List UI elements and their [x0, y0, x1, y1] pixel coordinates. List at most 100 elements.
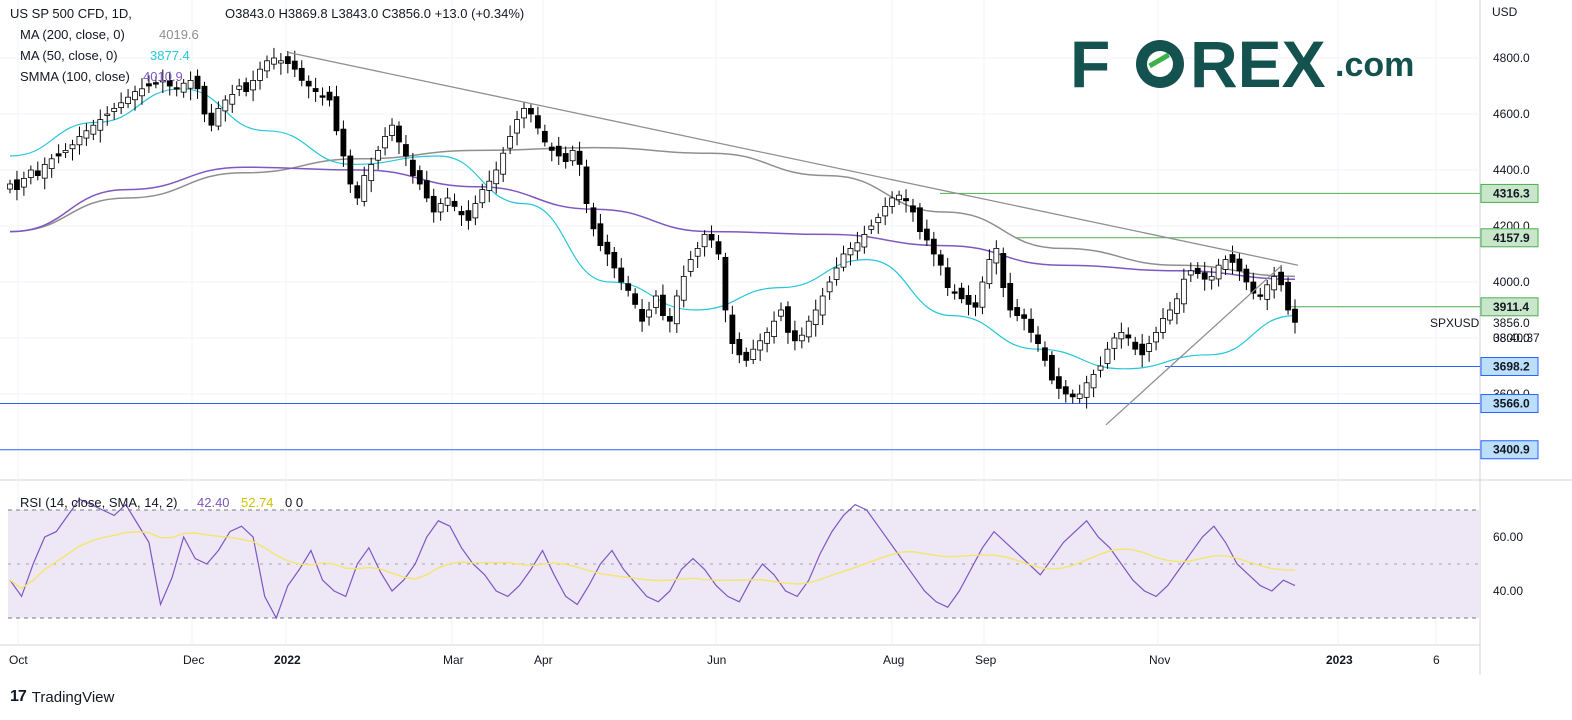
candle-body — [409, 159, 416, 176]
time-tick-label: 2022 — [274, 653, 301, 667]
candle-body — [1194, 267, 1201, 274]
candle-body — [923, 228, 930, 241]
ma50-value: 3877.4 — [150, 48, 190, 63]
candle-body — [382, 135, 388, 149]
candle-body — [917, 207, 923, 233]
countdown-timer: 08:40:37 — [1493, 331, 1540, 345]
candle-body — [903, 198, 909, 202]
time-tick-label: Jun — [707, 653, 726, 667]
candle-body — [1174, 298, 1180, 314]
candle-body — [1208, 275, 1215, 281]
last-price: 3856.0 — [1493, 316, 1530, 330]
candle-body — [826, 281, 833, 293]
candle-body — [639, 309, 645, 322]
candle-body — [354, 185, 361, 199]
ma50-label: MA (50, close, 0) — [20, 48, 118, 63]
candle-body — [986, 259, 993, 285]
rsi-value: 42.40 — [197, 495, 230, 510]
candle-body — [1160, 317, 1166, 333]
candle-body — [403, 144, 409, 157]
price-tick-label: 4800.0 — [1493, 51, 1530, 65]
candle-body — [632, 293, 639, 305]
candle-body — [1014, 307, 1021, 317]
candle-body — [1055, 376, 1062, 389]
candle-body — [396, 125, 402, 143]
level-tag-label: 3911.4 — [1493, 300, 1529, 314]
candle-body — [1250, 281, 1257, 294]
candle-body — [889, 197, 896, 207]
candle-body — [1097, 365, 1104, 371]
candle-body — [319, 95, 326, 98]
candle-body — [1292, 308, 1298, 323]
candle-body — [264, 60, 270, 72]
candle-body — [347, 155, 354, 185]
candle-body — [430, 195, 437, 213]
candle-body — [1222, 259, 1229, 270]
candle-body — [625, 283, 632, 291]
candle-body — [562, 153, 569, 162]
candle-body — [972, 302, 979, 308]
candle-body — [1007, 282, 1014, 311]
candle-body — [791, 330, 798, 342]
candle-body — [757, 340, 764, 351]
candle-body — [673, 295, 680, 325]
candle-body — [20, 177, 27, 188]
candle-body — [1069, 393, 1076, 398]
tradingview-branding[interactable]: 17 TradingView — [10, 688, 114, 706]
logo-coin-bar-icon — [1148, 52, 1170, 69]
price-tick-label: 4000.0 — [1493, 275, 1530, 289]
candle-body — [646, 309, 652, 318]
candle-body — [486, 180, 493, 191]
candle-body — [1153, 331, 1159, 343]
candle-body — [1111, 337, 1118, 349]
candle-body — [125, 96, 131, 105]
candle-body — [764, 331, 771, 344]
smma-value: 4010.9 — [143, 69, 183, 84]
candle-body — [90, 124, 97, 135]
candle-body — [27, 169, 34, 178]
candle-body — [729, 314, 736, 345]
candle-body — [1139, 343, 1146, 356]
candle-body — [944, 267, 951, 289]
candle-body — [1125, 334, 1132, 339]
candle-body — [882, 205, 889, 217]
candle-body — [1180, 278, 1187, 305]
candle-body — [541, 130, 548, 143]
time-axis: Oct Dec 2022 Mar Apr Jun Aug Sep Nov 2023 6 — [9, 653, 1440, 667]
candle-body — [14, 179, 20, 191]
candle-body — [1236, 258, 1243, 272]
rsi-sma-value: 52.74 — [241, 495, 274, 510]
candle-body — [180, 82, 187, 93]
candle-body — [298, 67, 305, 81]
rsi-tick-label: 40.00 — [1493, 584, 1523, 598]
candle-body — [1083, 382, 1090, 398]
candle-body — [76, 135, 83, 146]
candle-body — [7, 183, 13, 190]
candle-body — [250, 80, 257, 91]
candle-body — [555, 145, 562, 157]
candle-body — [236, 85, 243, 90]
candle-body — [778, 309, 784, 317]
candle-body — [819, 295, 826, 316]
candle-body — [534, 115, 541, 129]
candle-body — [152, 82, 159, 85]
candle-body — [875, 217, 882, 224]
descending-trendline — [287, 51, 1299, 266]
ma200-line — [9, 146, 1296, 278]
candle-body — [166, 80, 173, 87]
candle-body — [111, 108, 118, 112]
level-tags: 4316.3 4157.9 3911.4 3698.2 3566.0 3400.9 — [1480, 183, 1539, 460]
candle-body — [666, 316, 673, 322]
time-tick-label: Sep — [975, 653, 997, 667]
candle-body — [597, 223, 604, 246]
candle-body — [701, 233, 708, 248]
candle-body — [833, 267, 840, 280]
candle-body — [694, 247, 701, 257]
time-tick-label: Aug — [883, 653, 904, 667]
candle-body — [243, 82, 250, 92]
currency-label: USD — [1492, 5, 1518, 19]
candle-body — [528, 108, 534, 115]
rsi-label: RSI (14, close, SMA, 14, 2) — [20, 495, 178, 510]
level-tag-label: 4316.3 — [1493, 186, 1530, 200]
